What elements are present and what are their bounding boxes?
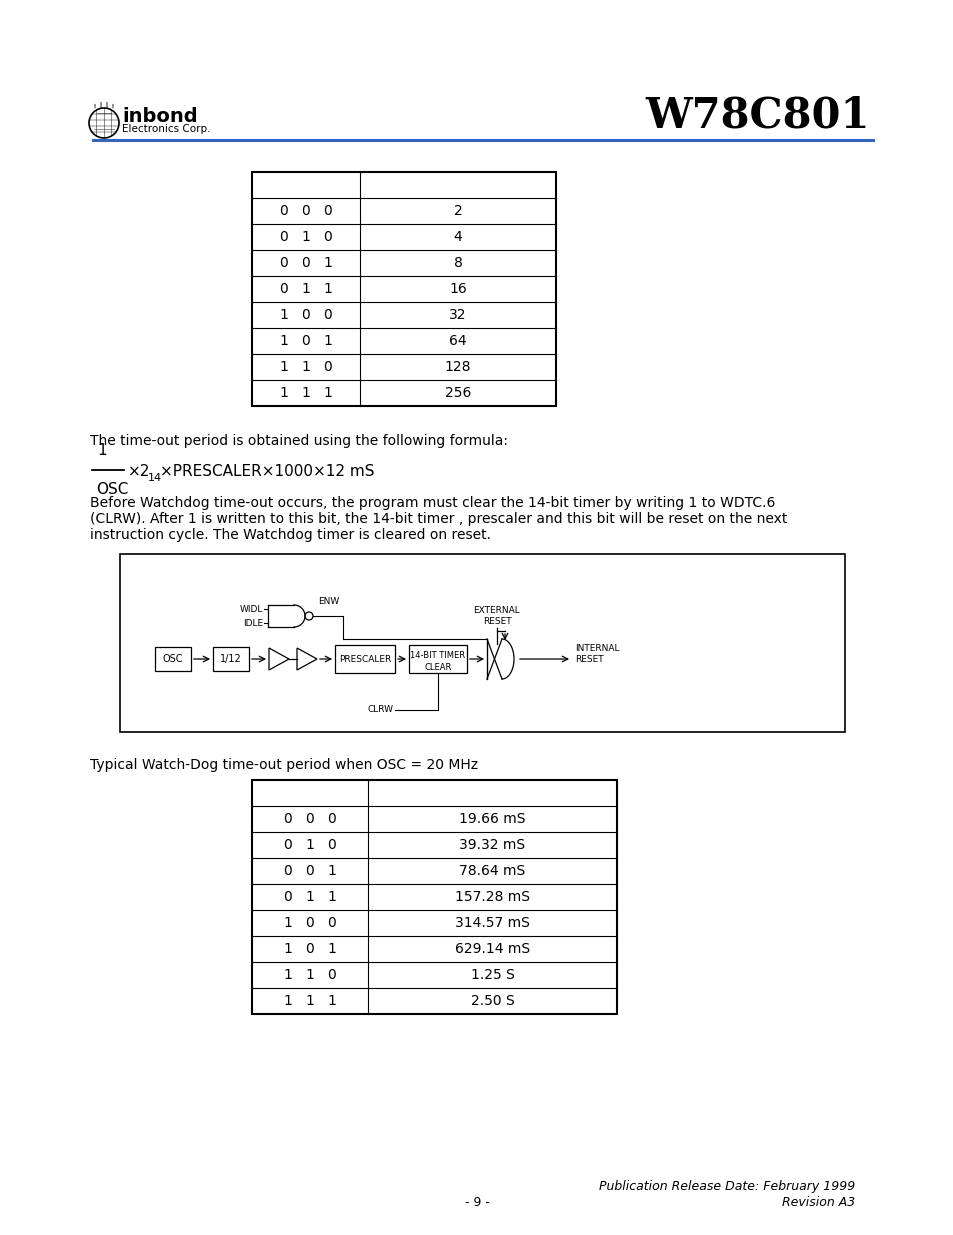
Text: 0: 0: [279, 204, 288, 219]
Text: 8: 8: [453, 256, 462, 270]
Text: EXTERNAL: EXTERNAL: [473, 606, 519, 615]
Text: 1/12: 1/12: [220, 655, 242, 664]
Text: 16: 16: [449, 282, 466, 296]
Text: 0: 0: [323, 308, 332, 322]
Bar: [120, 555, 844, 732]
Text: 1: 1: [301, 230, 310, 245]
Text: Revision A3: Revision A3: [781, 1195, 854, 1209]
Text: 64: 64: [449, 333, 466, 348]
Text: 0: 0: [305, 916, 314, 930]
Text: 1: 1: [283, 994, 293, 1008]
Text: 1: 1: [323, 333, 332, 348]
Text: 0: 0: [301, 256, 310, 270]
Text: 2: 2: [453, 204, 462, 219]
Text: 0: 0: [323, 359, 332, 374]
Text: 1: 1: [305, 839, 314, 852]
Text: 14: 14: [148, 473, 162, 483]
Text: 39.32 mS: 39.32 mS: [459, 839, 525, 852]
Text: 0: 0: [305, 942, 314, 956]
Bar: [252, 781, 617, 1014]
Bar: [335, 645, 395, 673]
Text: 1: 1: [327, 942, 336, 956]
Text: 78.64 mS: 78.64 mS: [459, 864, 525, 878]
Text: 1: 1: [323, 256, 332, 270]
Text: 0: 0: [327, 968, 336, 982]
Text: 629.14 mS: 629.14 mS: [455, 942, 530, 956]
Text: 0: 0: [301, 308, 310, 322]
Text: 0: 0: [301, 204, 310, 219]
Text: 0: 0: [301, 333, 310, 348]
Text: PRESCALER: PRESCALER: [338, 655, 391, 663]
Text: 1: 1: [327, 890, 336, 904]
Text: instruction cycle. The Watchdog timer is cleared on reset.: instruction cycle. The Watchdog timer is…: [90, 529, 491, 542]
Text: CLEAR: CLEAR: [424, 662, 451, 672]
Text: 0: 0: [283, 864, 292, 878]
Text: 157.28 mS: 157.28 mS: [455, 890, 530, 904]
Text: 0: 0: [327, 839, 336, 852]
Text: - 9 -: - 9 -: [464, 1195, 489, 1209]
Text: 4: 4: [453, 230, 462, 245]
Text: Publication Release Date: February 1999: Publication Release Date: February 1999: [598, 1179, 854, 1193]
Text: 128: 128: [444, 359, 471, 374]
Text: 1: 1: [323, 387, 332, 400]
Text: 1: 1: [283, 968, 293, 982]
Text: RESET: RESET: [482, 618, 511, 626]
Bar: [409, 645, 467, 673]
Text: 1: 1: [327, 864, 336, 878]
Text: 1: 1: [301, 359, 310, 374]
Text: 256: 256: [444, 387, 471, 400]
Text: 0: 0: [305, 864, 314, 878]
Text: 1: 1: [305, 890, 314, 904]
Text: ×PRESCALER×1000×12 mS: ×PRESCALER×1000×12 mS: [160, 464, 375, 479]
Text: inbond: inbond: [122, 107, 197, 126]
Text: W78C801: W78C801: [645, 95, 869, 137]
Text: 0: 0: [327, 916, 336, 930]
Text: 1.25 S: 1.25 S: [470, 968, 514, 982]
Text: 0: 0: [279, 282, 288, 296]
Text: 1: 1: [283, 942, 293, 956]
Text: (CLRW). After 1 is written to this bit, the 14-bit timer , prescaler and this bi: (CLRW). After 1 is written to this bit, …: [90, 513, 786, 526]
Bar: [252, 172, 556, 406]
Text: The time-out period is obtained using the following formula:: The time-out period is obtained using th…: [90, 433, 507, 448]
Text: 0: 0: [323, 204, 332, 219]
Text: 1: 1: [327, 994, 336, 1008]
Text: 1: 1: [305, 994, 314, 1008]
Text: ENW: ENW: [317, 597, 339, 605]
Text: 1: 1: [305, 968, 314, 982]
Text: 0: 0: [283, 839, 292, 852]
Text: 1: 1: [279, 333, 288, 348]
Text: 0: 0: [279, 230, 288, 245]
Text: 1: 1: [301, 282, 310, 296]
Text: INTERNAL
RESET: INTERNAL RESET: [575, 645, 618, 663]
Text: CLRW: CLRW: [368, 705, 394, 715]
Bar: [213, 647, 249, 671]
Text: 1: 1: [279, 387, 288, 400]
Text: 14-BIT TIMER: 14-BIT TIMER: [410, 652, 465, 661]
Text: 0: 0: [279, 256, 288, 270]
Text: Before Watchdog time-out occurs, the program must clear the 14-bit timer by writ: Before Watchdog time-out occurs, the pro…: [90, 496, 775, 510]
Text: IDLE: IDLE: [243, 619, 263, 627]
Text: OSC: OSC: [96, 482, 129, 496]
Text: 1: 1: [279, 308, 288, 322]
Text: Electronics Corp.: Electronics Corp.: [122, 124, 211, 135]
Text: 1: 1: [279, 359, 288, 374]
Text: OSC: OSC: [163, 655, 183, 664]
Text: 2.50 S: 2.50 S: [470, 994, 514, 1008]
Text: 0: 0: [327, 811, 336, 826]
Text: 1: 1: [97, 443, 107, 458]
Text: 1: 1: [323, 282, 332, 296]
Bar: [154, 647, 191, 671]
Text: 32: 32: [449, 308, 466, 322]
Text: 0: 0: [305, 811, 314, 826]
Text: Typical Watch-Dog time-out period when OSC = 20 MHz: Typical Watch-Dog time-out period when O…: [90, 758, 477, 772]
Text: 19.66 mS: 19.66 mS: [458, 811, 525, 826]
Text: 0: 0: [323, 230, 332, 245]
Text: ×2: ×2: [128, 464, 151, 479]
Text: 314.57 mS: 314.57 mS: [455, 916, 529, 930]
Text: 0: 0: [283, 890, 292, 904]
Text: 0: 0: [283, 811, 292, 826]
Text: 1: 1: [301, 387, 310, 400]
Text: 1: 1: [283, 916, 293, 930]
Text: WIDL: WIDL: [239, 604, 263, 614]
